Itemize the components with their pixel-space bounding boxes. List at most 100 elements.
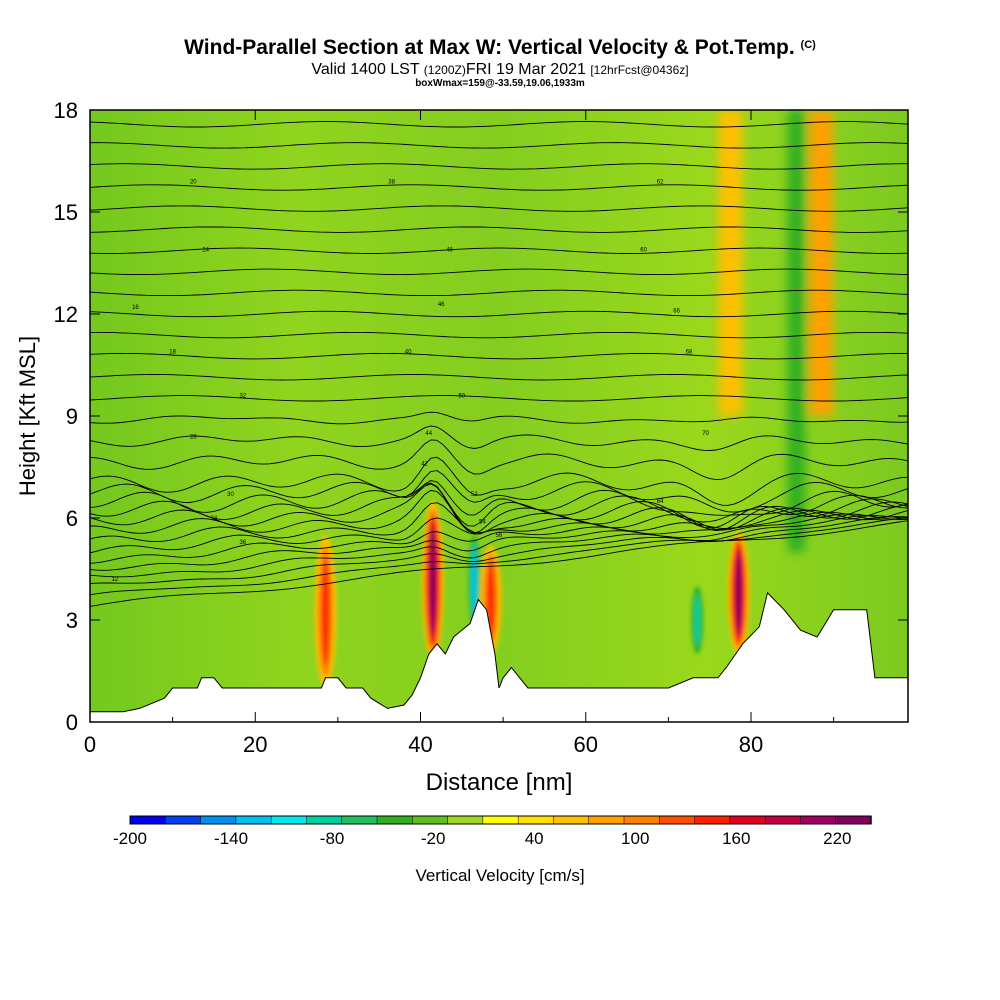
theta-isoline xyxy=(90,205,908,212)
title-text: Wind-Parallel Section at Max W: Vertical… xyxy=(184,36,795,59)
theta-isoline xyxy=(90,247,908,254)
colorbar-frame xyxy=(129,815,872,825)
colorbar-tick-label: 220 xyxy=(823,829,851,848)
theta-isoline xyxy=(90,517,908,596)
colorbar-swatch xyxy=(235,815,272,825)
theta-label: 32 xyxy=(240,394,247,400)
downdraft-cell-1-level-1 xyxy=(694,593,701,647)
x-tick-label: 80 xyxy=(739,732,763,757)
theta-label: 60 xyxy=(640,247,647,253)
theta-isoline xyxy=(90,482,908,527)
theta-label: 38 xyxy=(388,179,395,185)
theta-isoline xyxy=(90,516,908,584)
updraft-cell-2-level-2 xyxy=(321,557,330,666)
colorbar-swatch xyxy=(729,815,766,825)
colorbar-swatch xyxy=(694,815,731,825)
theta-label: 68 xyxy=(686,349,693,355)
theta-isoline xyxy=(90,226,908,233)
theta-label: 64 xyxy=(657,499,664,505)
forecast-info: [12hrFcst@0436z] xyxy=(590,63,689,77)
colorbar-tick-label: -80 xyxy=(320,829,345,848)
y-tick-label: 3 xyxy=(66,608,78,633)
downdraft-cell-0-level-2 xyxy=(472,548,477,614)
box-max-info: boxWmax=159@-33.59,19.06,1933m xyxy=(415,78,585,89)
valid-time: Valid 1400 LST xyxy=(311,61,420,78)
theta-isoline xyxy=(90,310,908,318)
theta-isoline xyxy=(90,439,908,481)
theta-isoline xyxy=(90,513,908,571)
theta-label: 24 xyxy=(202,247,209,253)
colorbar-swatch xyxy=(270,815,308,825)
theta-isoline xyxy=(90,163,908,170)
theta-label: 28 xyxy=(190,434,197,440)
colorbar-swatch xyxy=(659,815,696,825)
theta-label: 66 xyxy=(673,309,680,315)
colorbar-swatch xyxy=(165,815,202,825)
theta-label: 62 xyxy=(657,179,664,185)
theta-isoline xyxy=(90,411,908,425)
valid-time-line: Valid 1400 LST (1200Z)FRI 19 Mar 2021 [1… xyxy=(0,61,1000,79)
theta-isoline xyxy=(90,511,908,564)
theta-label: 52 xyxy=(471,492,478,498)
colorbar-swatch xyxy=(835,815,872,825)
colorbar-swatch xyxy=(447,815,484,825)
theta-isoline xyxy=(90,483,908,534)
x-tick-label: 20 xyxy=(243,732,267,757)
colorbar-tick-label: 100 xyxy=(621,829,649,848)
colorbar-tick-label: -200 xyxy=(113,829,147,848)
colorbar-swatch xyxy=(623,815,661,825)
theta-isoline xyxy=(90,121,908,128)
theta-isoline xyxy=(90,289,908,297)
x-tick-label: 40 xyxy=(408,732,432,757)
theta-label: 30 xyxy=(227,492,234,498)
theta-isoline xyxy=(90,395,908,402)
colorbar-swatch xyxy=(376,815,414,825)
y-tick-label: 0 xyxy=(66,710,78,735)
theta-isoline xyxy=(90,374,908,381)
theta-isoline xyxy=(90,456,908,506)
theta-label: 36 xyxy=(240,540,247,546)
updraft-band-4 xyxy=(718,110,743,416)
colorbar: -200 -140 -80 -20 40 100 160 220 xyxy=(113,815,872,848)
updraft-cell-3-level-2 xyxy=(487,561,495,638)
colorbar-swatch xyxy=(553,815,590,825)
y-tick-label: 6 xyxy=(66,506,78,531)
colorbar-swatch xyxy=(200,815,237,825)
x-tick-label: 0 xyxy=(84,732,96,757)
colorbar-tick-label: -20 xyxy=(421,829,446,848)
colorbar-swatch xyxy=(482,815,519,825)
colorbar-tick-label: 40 xyxy=(525,829,544,848)
colorbar-swatch xyxy=(341,815,378,825)
x-axis-label: Distance [nm] xyxy=(426,769,573,796)
theta-isoline xyxy=(90,470,908,513)
theta-label: 48 xyxy=(446,247,453,253)
theta-label: 44 xyxy=(425,431,432,437)
y-tick-label: 12 xyxy=(54,302,78,327)
terrain-mask xyxy=(90,591,908,722)
colorbar-swatch xyxy=(306,815,343,825)
theta-isoline xyxy=(90,520,908,607)
chart-title: Wind-Parallel Section at Max W: Vertical… xyxy=(0,36,1000,60)
valid-utc: (1200Z) xyxy=(423,63,466,77)
theta-isoline xyxy=(90,268,908,276)
colorbar-swatch xyxy=(764,815,802,825)
theta-label: 54 xyxy=(479,519,486,525)
updraft-band-5 xyxy=(809,110,834,416)
theta-label: 20 xyxy=(190,179,197,185)
theta-isoline xyxy=(90,509,908,554)
theta-label: 34 xyxy=(211,516,218,522)
theta-label: 70 xyxy=(702,431,709,437)
theta-isoline xyxy=(90,184,908,191)
updraft-cell-1-level-4 xyxy=(736,553,741,632)
theta-isoline xyxy=(90,352,908,360)
theta-isoline xyxy=(90,331,908,339)
x-tick-label: 60 xyxy=(574,732,598,757)
theta-label: 46 xyxy=(438,302,445,308)
theta-isoline xyxy=(90,142,908,149)
updraft-cell-0-level-4 xyxy=(430,529,436,633)
theta-isoline xyxy=(90,480,908,516)
theta-label: 16 xyxy=(132,305,139,311)
downdraft-band-2 xyxy=(787,110,806,552)
colorbar-swatch xyxy=(412,815,449,825)
